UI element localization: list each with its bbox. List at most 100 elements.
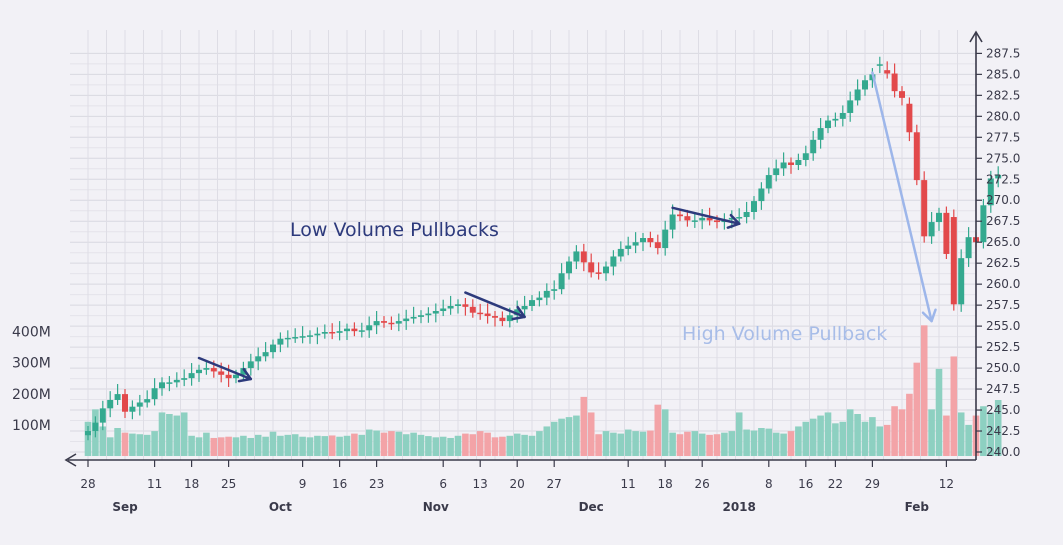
candle (610, 250, 617, 276)
volume-bar (447, 437, 454, 456)
candle (122, 389, 128, 419)
x-tick-label: 22 (828, 477, 843, 491)
candle (758, 182, 765, 210)
candle (736, 208, 743, 223)
volume-bar (106, 437, 114, 456)
y-tick-label: 267.5 (986, 214, 1020, 228)
candle (366, 316, 373, 338)
y-tick-label: 240.0 (986, 445, 1020, 459)
volume-tick-labels: 100M 200M 300M 400M (12, 325, 51, 434)
month-label: Feb (905, 500, 930, 514)
volume-bar (669, 432, 676, 456)
high-volume-annotation: High Volume Pullback (682, 323, 887, 345)
volume-bar (928, 409, 935, 456)
volume-bar (758, 428, 765, 456)
x-tick-label: 18 (658, 477, 673, 491)
volume-bar (824, 412, 832, 456)
volume-bar (180, 412, 188, 456)
candle (921, 171, 928, 243)
grid (70, 30, 976, 460)
y-tick-label: 255.0 (986, 319, 1020, 333)
candle (351, 322, 358, 337)
volume-bar (543, 426, 551, 456)
x-tick-label: 16 (332, 477, 347, 491)
x-tick-label: 8 (765, 477, 773, 491)
candle (247, 353, 254, 376)
x-tick-label: 28 (80, 477, 95, 491)
volume-bar (987, 412, 995, 456)
candle (107, 391, 114, 418)
volume-bar (994, 400, 1002, 456)
candle (299, 326, 306, 344)
volume-bar (846, 409, 854, 456)
candle (573, 245, 580, 270)
volume-bar (950, 356, 958, 456)
volume-bar (632, 431, 639, 456)
candle (136, 394, 143, 416)
volume-tick-label: 200M (12, 387, 51, 403)
candle (884, 61, 891, 79)
candle (529, 295, 535, 312)
candle (669, 204, 676, 239)
candle (284, 330, 291, 348)
candle (388, 316, 395, 330)
candle (743, 201, 750, 224)
volume-bar (876, 426, 884, 456)
candle (654, 234, 661, 255)
volume-bar (210, 437, 218, 456)
candle (640, 232, 646, 252)
y-tick-label: 287.5 (986, 46, 1020, 60)
candle (499, 311, 506, 327)
candle (847, 91, 854, 122)
y-tick-labels: 240.0 242.5 245.0 247.5 250.0 252.5 255.0 257.5… (976, 46, 1020, 459)
volume-bar (188, 435, 195, 456)
candle (751, 196, 757, 220)
volume-bar (735, 412, 743, 456)
y-tick-label: 257.5 (986, 298, 1020, 312)
volume-bar (861, 421, 869, 456)
volume-bar (957, 412, 965, 456)
candle (632, 232, 639, 254)
volume-bar (602, 431, 610, 456)
candle (773, 159, 780, 182)
volume-bar (691, 431, 699, 456)
volume-bar (358, 434, 366, 456)
candle (788, 157, 794, 174)
candle (277, 332, 284, 353)
volume-bar (425, 436, 432, 456)
volume-bar (684, 431, 691, 456)
candle (240, 361, 247, 382)
volume-bar (913, 362, 921, 456)
candle (580, 243, 587, 272)
candle (677, 209, 683, 222)
volume-bar (321, 436, 329, 456)
volume-bar (336, 436, 343, 456)
candle (477, 303, 484, 320)
candle (684, 209, 691, 227)
candle (617, 241, 624, 262)
candle (595, 262, 602, 280)
candle (129, 400, 136, 420)
volume-bar (906, 393, 913, 456)
volume-bar (706, 434, 713, 456)
volume-bar (728, 431, 736, 456)
volume-bar (513, 433, 521, 456)
volume-bar (721, 432, 728, 456)
candle (166, 376, 173, 392)
volume-bar (299, 436, 306, 456)
trend-arrow-head (237, 367, 253, 383)
volume-bar (536, 431, 543, 456)
candle (255, 347, 262, 371)
volume-bar (373, 430, 380, 456)
candle (854, 79, 861, 106)
volume-bar (802, 421, 810, 456)
volume-bar (225, 436, 232, 456)
volume-bar (980, 406, 987, 456)
volume-bar (713, 434, 721, 456)
volume-bar (750, 430, 758, 456)
candle (958, 249, 965, 312)
volume-bar (343, 435, 351, 456)
candle (625, 236, 632, 256)
candle (358, 322, 365, 338)
volume-bar (491, 437, 499, 456)
